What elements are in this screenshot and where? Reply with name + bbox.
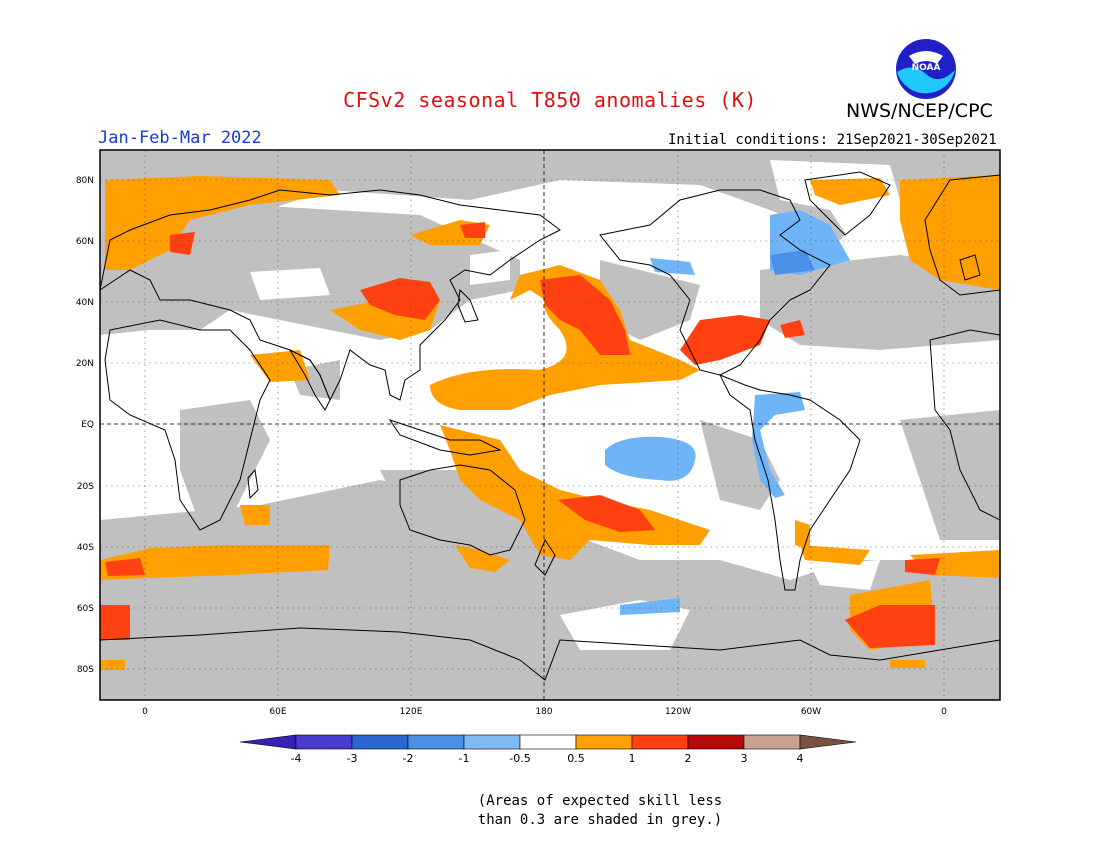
red-caribbean — [780, 320, 805, 338]
skill-note-line1: (Areas of expected skill less — [477, 793, 723, 809]
colorbar-segment — [631, 734, 689, 750]
lat-tick-label: 80S — [77, 665, 94, 675]
colorbar-label: -1 — [459, 752, 470, 765]
orange-australia-south — [455, 545, 510, 572]
colorbar-segment — [687, 734, 745, 750]
colorbar-segment — [743, 734, 801, 750]
lon-tick-label: 120W — [665, 707, 691, 717]
colorbar-label: 2 — [685, 752, 692, 765]
red-s-indian — [105, 558, 145, 576]
red-n-pacific — [540, 275, 630, 355]
orange-scandinavia — [105, 176, 340, 270]
red-w-antarctic — [100, 605, 130, 640]
orange-n-atlantic-east — [900, 175, 1000, 290]
colorbar-label: 1 — [629, 752, 636, 765]
red-siberia-small — [460, 222, 485, 238]
initial-conditions: Initial conditions: 21Sep2021-30Sep2021 — [668, 132, 997, 148]
orange-pacific-tongue — [430, 265, 700, 410]
grey-africa — [180, 400, 270, 525]
blue-southern — [620, 598, 680, 615]
colorbar-segment — [575, 734, 633, 750]
lon-tick-label: 0 — [142, 707, 148, 717]
blue-canada-dark — [770, 250, 815, 275]
orange-madagascar — [240, 505, 270, 525]
logo-text: NOAA — [912, 63, 941, 73]
colorbar-label: -4 — [291, 752, 302, 765]
red-mongolia — [360, 278, 440, 320]
lon-tick-label: 180 — [535, 707, 552, 717]
orange-small-2 — [890, 660, 925, 668]
lat-tick-label: 40N — [76, 298, 94, 308]
africa-outline — [104, 319, 271, 531]
lat-axis: 80N 60N 40N 20N EQ 20S 40S 60S 80S — [76, 176, 94, 675]
skill-note-line2: than 0.3 are shaded in grey.) — [477, 812, 723, 828]
lat-tick-label: 60S — [77, 604, 94, 614]
red-scandinavia — [170, 232, 195, 255]
skill-note: (Areas of expected skill less than 0.3 a… — [470, 792, 730, 830]
orange-s-indian — [100, 545, 330, 580]
colorbar-label: 3 — [741, 752, 748, 765]
lon-tick-label: 60E — [269, 707, 286, 717]
red-s-atlantic-east — [905, 558, 940, 575]
red-mexico-usa — [680, 315, 770, 365]
colorbar-arrow-high — [799, 734, 857, 750]
colorbar: -4 -3 -2 -1 -0.5 0.5 1 2 3 4 — [239, 734, 857, 765]
colorbar-label: 4 — [797, 752, 804, 765]
colorbar-arrow-low — [239, 734, 297, 750]
chart-title: CFSv2 seasonal T850 anomalies (K) — [343, 88, 757, 112]
lat-tick-label: 80N — [76, 176, 94, 186]
australia-outline — [399, 464, 526, 556]
blue-e-pacific-enso — [605, 436, 696, 481]
red-antarctic — [845, 605, 935, 648]
colorbar-segment — [407, 734, 465, 750]
colorbar-segment — [295, 734, 353, 750]
colorbar-label: -2 — [403, 752, 414, 765]
red-s-pacific — [558, 495, 655, 532]
lon-tick-label: 60W — [801, 707, 821, 717]
lat-tick-label: 40S — [77, 543, 94, 553]
lon-tick-label: 120E — [400, 707, 423, 717]
lat-tick-label: 60N — [76, 237, 94, 247]
grey-s-atlantic — [900, 410, 1000, 540]
north-america-outline — [599, 189, 831, 376]
grid — [100, 150, 1000, 700]
lat-tick-label: 20S — [77, 482, 94, 492]
lon-tick-label: 0 — [941, 707, 947, 717]
colorbar-label: -3 — [347, 752, 358, 765]
map-frame — [99, 149, 1001, 701]
orange-s-america-east — [800, 545, 870, 565]
eurasia-outline — [100, 189, 561, 402]
org-label: NWS/NCEP/CPC — [846, 100, 993, 122]
colorbar-segment — [463, 734, 521, 750]
orange-greenland — [810, 178, 890, 205]
noaa-logo-icon: NOAA — [896, 39, 956, 99]
antarctica-outline — [100, 627, 1000, 681]
colorbar-label: 0.5 — [567, 752, 585, 765]
coastlines — [100, 171, 1000, 681]
grey-southern-ocean — [100, 480, 1000, 700]
south-america-outline — [718, 374, 861, 591]
colorbar-label: -0.5 — [509, 752, 530, 765]
lon-axis: 0 60E 120E 180 120W 60W 0 — [142, 707, 947, 717]
colorbar-segment — [351, 734, 409, 750]
forecast-period: Jan-Feb-Mar 2022 — [98, 128, 262, 148]
orange-small-1 — [100, 660, 125, 670]
lat-tick-label: 20N — [76, 359, 94, 369]
warm-anomaly-1-2 — [100, 222, 940, 648]
grey-north-pacific — [600, 260, 700, 340]
colorbar-segment — [519, 734, 577, 750]
lat-tick-label: EQ — [81, 420, 94, 430]
